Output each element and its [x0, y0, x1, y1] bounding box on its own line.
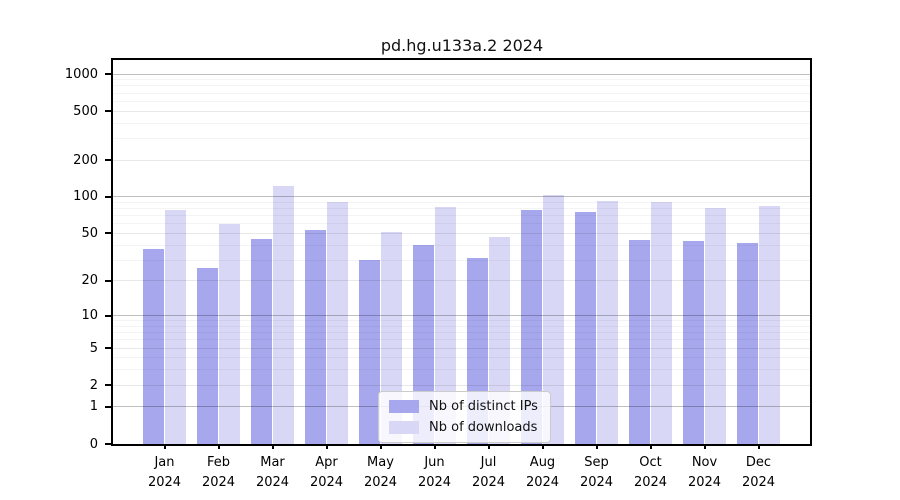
y-tick-20	[105, 279, 112, 282]
bar-group-dec	[737, 206, 780, 444]
y-tick-label-10: 10	[81, 308, 98, 324]
x-tick-label-jan: Jan 2024	[147, 455, 182, 490]
x-tick-label-jun: Jun 2024	[417, 455, 452, 490]
y-tick-100	[105, 195, 112, 198]
x-tick-aug	[541, 444, 544, 449]
bar-nb-of-distinct-ips-mar	[251, 239, 272, 444]
bar-nb-of-distinct-ips-apr	[305, 230, 326, 444]
y-tick-10	[105, 314, 112, 317]
legend: Nb of distinct IPs Nb of downloads	[378, 391, 551, 443]
x-tick-label-mar: Mar 2024	[255, 455, 290, 490]
bar-group-mar	[251, 186, 294, 444]
bar-nb-of-downloads-feb	[219, 223, 240, 444]
x-tick-dec	[757, 444, 760, 449]
bar-nb-of-downloads-apr	[327, 201, 348, 444]
bar-nb-of-distinct-ips-feb	[197, 267, 218, 444]
bar-nb-of-distinct-ips-may	[359, 260, 380, 444]
bar-nb-of-distinct-ips-aug	[521, 210, 542, 444]
x-tick-label-may: May 2024	[363, 455, 398, 490]
bars-layer	[113, 60, 810, 444]
legend-label-distinct-ips: Nb of distinct IPs	[429, 399, 538, 414]
legend-swatch-downloads	[389, 421, 419, 434]
y-tick-5	[105, 347, 112, 350]
legend-row-downloads: Nb of downloads	[389, 420, 538, 435]
x-tick-label-oct: Oct 2024	[633, 455, 668, 490]
y-tick-label-50: 50	[81, 225, 98, 241]
bar-nb-of-distinct-ips-dec	[737, 242, 758, 444]
bar-nb-of-distinct-ips-sep	[575, 212, 596, 444]
plot-area: 0 1 2 5 10 20 50 100 200 500 1000 Jan 2024 Feb 2024 Mar…	[65, 58, 812, 490]
y-tick-50	[105, 232, 112, 235]
bar-nb-of-downloads-jan	[165, 210, 186, 444]
bar-nb-of-downloads-oct	[651, 201, 672, 444]
x-tick-jul	[487, 444, 490, 449]
bar-nb-of-downloads-aug	[543, 194, 564, 444]
x-tick-label-apr: Apr 2024	[309, 455, 344, 490]
x-tick-label-aug: Aug 2024	[525, 455, 560, 490]
x-tick-nov	[703, 444, 706, 449]
y-tick-0	[105, 443, 112, 445]
y-tick-label-5: 5	[89, 340, 98, 356]
y-tick-500	[105, 110, 112, 113]
legend-swatch-distinct-ips	[389, 400, 419, 413]
x-tick-label-dec: Dec 2024	[741, 455, 776, 490]
y-tick-label-1: 1	[89, 399, 98, 415]
y-tick-2	[105, 384, 112, 387]
y-tick-label-0: 0	[89, 436, 98, 452]
x-tick-oct	[649, 444, 652, 449]
x-tick-sep	[595, 444, 598, 449]
y-tick-label-1000: 1000	[64, 66, 98, 82]
bar-group-aug	[521, 194, 564, 444]
x-tick-label-nov: Nov 2024	[687, 455, 722, 490]
y-tick-label-500: 500	[73, 103, 98, 119]
bar-nb-of-distinct-ips-nov	[683, 241, 704, 444]
bar-group-nov	[683, 208, 726, 444]
y-tick-200	[105, 159, 112, 162]
x-tick-jun	[433, 444, 436, 449]
x-tick-jan	[163, 444, 166, 449]
bar-nb-of-downloads-jun	[435, 207, 456, 444]
bar-nb-of-distinct-ips-oct	[629, 240, 650, 444]
bar-group-feb	[197, 223, 240, 444]
y-tick-label-100: 100	[73, 189, 98, 205]
legend-row-distinct-ips: Nb of distinct IPs	[389, 399, 538, 414]
bar-nb-of-downloads-sep	[597, 200, 618, 444]
bar-group-oct	[629, 201, 672, 444]
y-tick-label-2: 2	[89, 377, 98, 393]
x-tick-mar	[271, 444, 274, 449]
bar-group-jan	[143, 210, 186, 444]
y-tick-label-200: 200	[73, 152, 98, 168]
y-tick-1000	[105, 73, 112, 76]
bar-group-sep	[575, 200, 618, 444]
y-tick-1	[105, 405, 112, 408]
bar-nb-of-downloads-mar	[273, 186, 294, 444]
x-tick-label-feb: Feb 2024	[201, 455, 236, 490]
bar-group-apr	[305, 201, 348, 444]
x-tick-apr	[325, 444, 328, 449]
x-tick-label-sep: Sep 2024	[579, 455, 614, 490]
bar-nb-of-downloads-nov	[705, 208, 726, 444]
y-tick-label-20: 20	[81, 273, 98, 289]
legend-label-downloads: Nb of downloads	[429, 420, 538, 435]
chart-title: pd.hg.u133a.2 2024	[380, 36, 544, 55]
bar-nb-of-downloads-dec	[759, 206, 780, 444]
x-tick-feb	[217, 444, 220, 449]
x-tick-may	[379, 444, 382, 449]
bar-nb-of-distinct-ips-jan	[143, 249, 164, 444]
x-tick-label-jul: Jul 2024	[471, 455, 506, 490]
